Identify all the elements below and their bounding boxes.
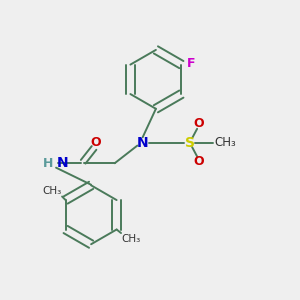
Text: H: H — [43, 157, 53, 170]
Text: O: O — [193, 155, 204, 168]
Text: CH₃: CH₃ — [42, 186, 61, 196]
Text: O: O — [90, 136, 101, 149]
Text: F: F — [187, 57, 196, 70]
Text: N: N — [57, 156, 68, 170]
Text: CH₃: CH₃ — [121, 234, 140, 244]
Text: O: O — [193, 117, 204, 130]
Text: S: S — [185, 136, 195, 150]
Text: CH₃: CH₃ — [215, 136, 236, 149]
Text: N: N — [137, 136, 148, 150]
